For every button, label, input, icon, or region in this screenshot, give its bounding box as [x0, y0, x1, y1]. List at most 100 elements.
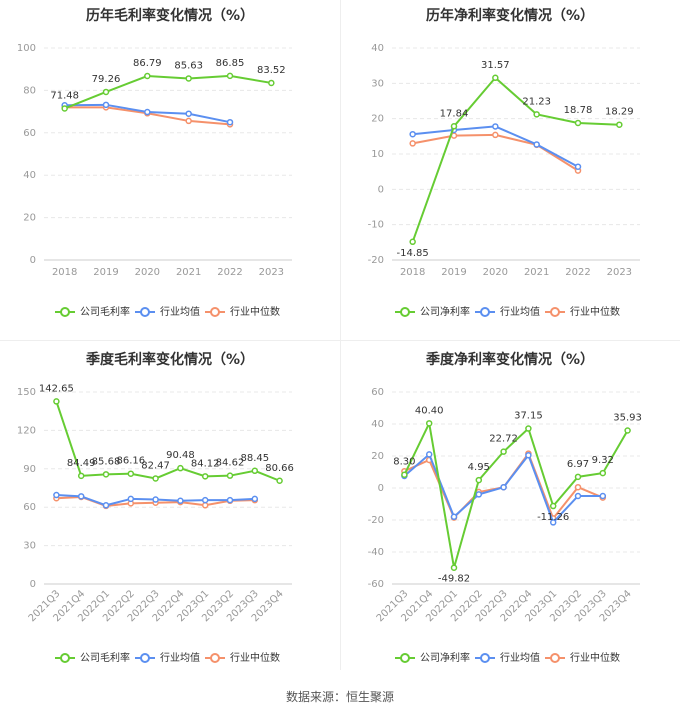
- data-point: [549, 502, 557, 510]
- x-tick-label: 2020: [483, 267, 508, 278]
- series-0: -14.85 17.84 31.57 21.23 18.78 18.29: [397, 60, 634, 259]
- data-label: 88.45: [240, 453, 269, 464]
- data-point: [226, 496, 234, 504]
- y-tick-label: 10: [371, 149, 384, 160]
- data-point: [599, 469, 607, 477]
- data-label: 8.30: [393, 457, 415, 468]
- data-point: [409, 140, 416, 147]
- data-point: [624, 427, 631, 434]
- data-point: [144, 72, 151, 80]
- data-label: 85.63: [174, 60, 203, 71]
- data-point: [102, 101, 110, 109]
- legend: 公司毛利率 行业均值 行业中位数: [55, 651, 280, 664]
- legend-label: 公司净利率: [420, 651, 470, 664]
- legend-label: 行业均值: [500, 305, 540, 318]
- data-point: [185, 110, 192, 117]
- data-label: 18.78: [564, 105, 593, 116]
- data-label: 80.66: [265, 463, 294, 474]
- data-label: 17.84: [440, 108, 469, 119]
- legend-label: 公司净利率: [420, 305, 470, 318]
- y-tick-label: 80: [23, 85, 36, 96]
- data-point: [201, 502, 209, 509]
- y-tick-label: 0: [30, 255, 36, 266]
- series-2: [409, 131, 582, 174]
- data-point: [533, 141, 540, 148]
- data-label: 35.93: [613, 413, 642, 424]
- legend-swatch-marker: [400, 307, 410, 317]
- legend-label: 行业中位数: [230, 305, 280, 318]
- data-point: [574, 492, 582, 500]
- y-tick-label: 30: [23, 541, 36, 552]
- y-tick-label: 0: [378, 184, 384, 195]
- data-point: [500, 483, 507, 491]
- legend-swatch-marker: [60, 653, 70, 663]
- data-point: [409, 130, 416, 138]
- data-label: 90.48: [166, 450, 195, 461]
- data-point: [53, 398, 60, 405]
- series-line: [64, 74, 272, 110]
- data-label: 9.32: [592, 455, 614, 466]
- x-tick-label: 2023: [607, 267, 632, 278]
- legend-swatch-marker: [480, 307, 490, 317]
- chart-panel-2: 历年净利率变化情况（%） -20 -10 0 10 20 30 40 2018 2019 2020 2…: [368, 7, 640, 318]
- data-point: [549, 519, 557, 526]
- data-point: [152, 496, 159, 503]
- data-point: [525, 451, 532, 459]
- data-point: [226, 72, 234, 80]
- data-point: [425, 451, 433, 458]
- data-point: [500, 448, 507, 455]
- data-point: [177, 464, 184, 472]
- y-tick-label: 0: [378, 483, 384, 494]
- data-label: 18.29: [605, 107, 634, 118]
- data-label: 21.23: [522, 96, 551, 107]
- data-point: [574, 473, 582, 481]
- y-tick-label: -40: [368, 547, 384, 558]
- data-label: 142.65: [39, 383, 74, 394]
- data-point: [574, 119, 582, 127]
- data-point: [144, 108, 151, 116]
- chart-title: 历年毛利率变化情况（%）: [86, 7, 254, 24]
- data-point: [525, 425, 532, 432]
- data-point: [450, 513, 458, 521]
- data-point: [77, 472, 85, 480]
- data-source-note: 数据来源：恒生聚源: [285, 690, 394, 704]
- data-label: 37.15: [514, 411, 543, 422]
- legend-swatch-marker: [480, 653, 490, 663]
- legend-swatch-marker: [210, 653, 220, 663]
- data-label: -14.85: [397, 248, 429, 259]
- y-tick-label: 120: [17, 425, 36, 436]
- data-label: 86.79: [133, 58, 162, 69]
- data-label: 4.95: [468, 462, 490, 473]
- legend: 公司毛利率 行业均值 行业中位数: [55, 305, 280, 318]
- data-point: [450, 123, 458, 130]
- chart-title: 历年净利率变化情况（%）: [426, 7, 594, 24]
- data-point: [492, 131, 499, 139]
- data-point: [450, 564, 458, 571]
- legend-label: 行业均值: [160, 305, 200, 318]
- x-tick-label: 2018: [52, 267, 77, 278]
- data-point: [574, 163, 582, 170]
- data-point: [492, 74, 499, 82]
- series-1: [409, 123, 582, 170]
- x-tick-label: 2019: [441, 267, 466, 278]
- legend-swatch-marker: [140, 307, 150, 317]
- data-point: [251, 495, 259, 503]
- y-tick-label: 20: [23, 213, 36, 224]
- legend-label: 公司毛利率: [80, 651, 130, 664]
- data-label: 79.26: [92, 74, 121, 85]
- data-point: [127, 470, 135, 477]
- series-line: [403, 420, 629, 568]
- data-point: [177, 497, 184, 505]
- data-point: [127, 495, 135, 503]
- y-tick-label: 20: [371, 114, 384, 125]
- y-tick-label: 60: [23, 128, 36, 139]
- legend-swatch-marker: [550, 307, 560, 317]
- data-label: 84.49: [67, 458, 96, 469]
- data-label: -11.26: [537, 512, 569, 523]
- data-point: [152, 475, 159, 482]
- data-point: [185, 75, 192, 82]
- x-tick-label: 2022: [217, 267, 242, 278]
- data-point: [276, 477, 283, 485]
- y-tick-label: -20: [368, 515, 384, 526]
- y-tick-label: 150: [17, 387, 36, 398]
